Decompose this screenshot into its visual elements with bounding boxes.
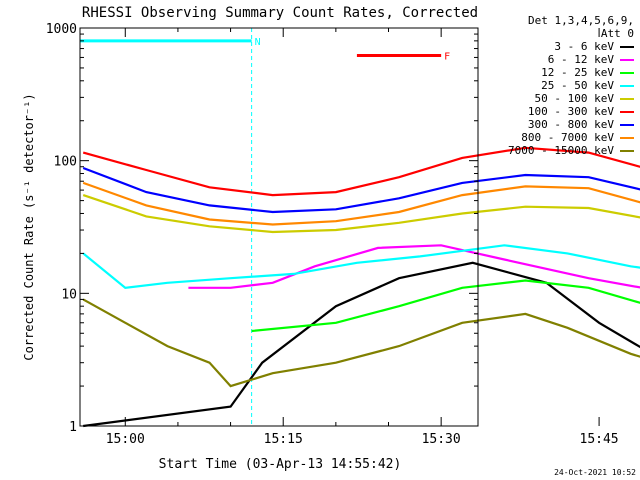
legend-rows: 3 - 6 keV 6 - 12 keV 12 - 25 keV 25 - 50 ke…	[478, 40, 634, 157]
series-line-1	[83, 261, 640, 428]
series-line-2	[188, 244, 640, 289]
chart-title: RHESSI Observing Summary Count Rates, Co…	[82, 5, 478, 21]
plot-area: NF	[80, 28, 640, 428]
legend-item: 7000 - 15000 keV	[478, 144, 634, 157]
legend-item: 800 - 7000 keV	[478, 131, 634, 144]
x-axis-label: Start Time (03-Apr-13 14:55:42)	[159, 457, 402, 472]
y-tick-label: 1	[69, 420, 77, 435]
legend-item: 12 - 25 keV	[478, 66, 634, 79]
legend-item-label: 6 - 12 keV	[547, 53, 614, 66]
y-axis-label: Corrected Count Rate (s⁻¹ detector⁻¹)	[22, 93, 36, 360]
legend-swatch	[620, 110, 634, 113]
legend-item-label: 3 - 6 keV	[554, 40, 614, 53]
annotation-label: F	[444, 52, 450, 63]
legend-item: 25 - 50 keV	[478, 79, 634, 92]
x-tick-label: 15:00	[106, 432, 145, 447]
legend-item: 300 - 800 keV	[478, 118, 634, 131]
y-tick-label: 1000	[46, 22, 77, 37]
y-tick-label: 10	[61, 287, 77, 302]
legend-item-label: 12 - 25 keV	[541, 66, 614, 79]
y-tick-label: 100	[54, 155, 77, 170]
legend-item-label: 100 - 300 keV	[527, 105, 614, 118]
legend-item: 3 - 6 keV	[478, 40, 634, 53]
legend-item-label: 25 - 50 keV	[541, 79, 614, 92]
legend-swatch	[620, 45, 634, 48]
series-line-5	[82, 194, 640, 234]
annotation-label: N	[255, 37, 261, 48]
legend-item: 100 - 300 keV	[478, 105, 634, 118]
legend-swatch	[620, 97, 634, 100]
legend-swatch	[620, 149, 634, 152]
legend-swatch	[620, 71, 634, 74]
series-line-4	[82, 244, 640, 289]
x-tick-label: 15:30	[422, 432, 461, 447]
x-tick-label: 15:45	[580, 432, 619, 447]
series-line-6	[82, 146, 640, 197]
legend-item-label: 800 - 7000 keV	[521, 131, 614, 144]
legend-swatch	[620, 58, 634, 61]
legend-item-label: 7000 - 15000 keV	[508, 144, 614, 157]
legend-item: 6 - 12 keV	[478, 53, 634, 66]
series-line-8	[82, 181, 640, 226]
legend: Det 1,3,4,5,6,9, Att 0 3 - 6 keV 6 - 12 k…	[478, 14, 634, 157]
axes: 15:0015:1515:3015:4516:0016:1516:3011010…	[46, 22, 619, 447]
legend-item-label: 50 - 100 keV	[534, 92, 614, 105]
series-line-3	[251, 279, 640, 333]
legend-item: 50 - 100 keV	[478, 92, 634, 105]
legend-header-line2: Att 0	[600, 27, 634, 40]
timestamp: 24-Oct-2021 10:52	[554, 468, 636, 477]
series-line-9	[82, 298, 640, 388]
legend-header-line1: Det 1,3,4,5,6,9,	[528, 14, 634, 27]
series-line-7	[82, 166, 640, 214]
legend-swatch	[620, 123, 634, 126]
x-tick-label: 15:15	[264, 432, 303, 447]
legend-swatch	[620, 84, 634, 87]
legend-item-label: 300 - 800 keV	[527, 118, 614, 131]
plot-frame	[79, 27, 479, 427]
legend-swatch	[620, 136, 634, 139]
